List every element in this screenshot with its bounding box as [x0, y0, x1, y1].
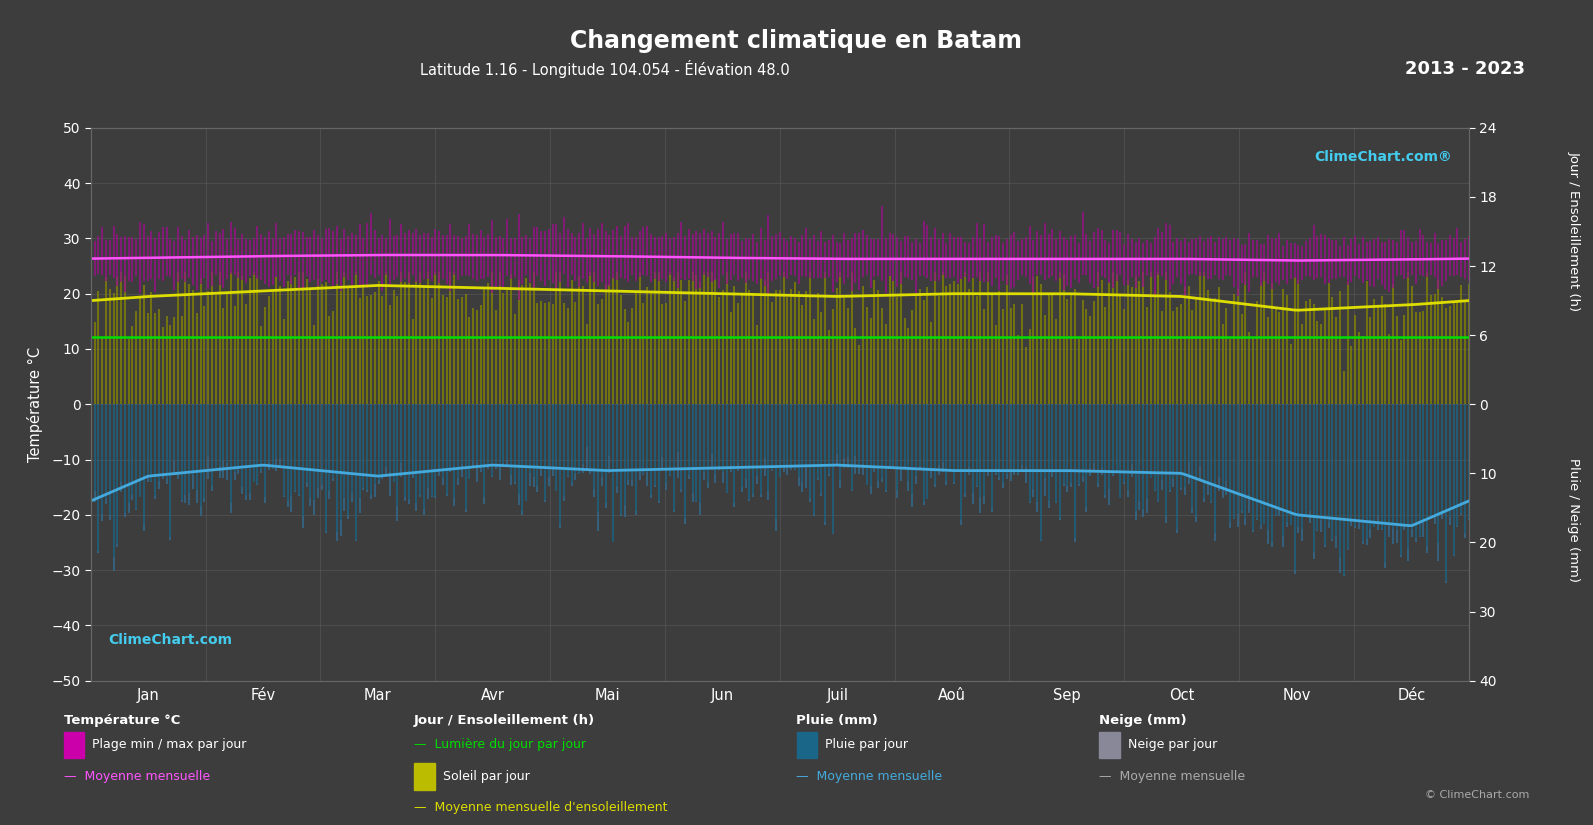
Text: —  Lumière du jour par jour: — Lumière du jour par jour	[414, 738, 586, 752]
Text: 2013 - 2023: 2013 - 2023	[1405, 60, 1525, 78]
Text: ClimeChart.com®: ClimeChart.com®	[1314, 150, 1451, 164]
Text: Neige par jour: Neige par jour	[1128, 738, 1217, 752]
Text: Jour / Ensoleillement (h): Jour / Ensoleillement (h)	[414, 714, 596, 727]
Text: Pluie / Neige (mm): Pluie / Neige (mm)	[1568, 458, 1580, 582]
Text: —  Moyenne mensuelle: — Moyenne mensuelle	[64, 770, 210, 783]
Y-axis label: Température °C: Température °C	[27, 346, 43, 462]
Text: Température °C: Température °C	[64, 714, 180, 727]
Text: Latitude 1.16 - Longitude 104.054 - Élévation 48.0: Latitude 1.16 - Longitude 104.054 - Élév…	[421, 60, 790, 78]
Text: Neige (mm): Neige (mm)	[1099, 714, 1187, 727]
Text: Changement climatique en Batam: Changement climatique en Batam	[570, 29, 1023, 53]
Text: Jour / Ensoleillement (h): Jour / Ensoleillement (h)	[1568, 151, 1580, 311]
Text: Pluie (mm): Pluie (mm)	[796, 714, 878, 727]
Text: © ClimeChart.com: © ClimeChart.com	[1424, 790, 1529, 800]
Text: Pluie par jour: Pluie par jour	[825, 738, 908, 752]
Text: —  Moyenne mensuelle d'ensoleillement: — Moyenne mensuelle d'ensoleillement	[414, 801, 667, 814]
Text: Plage min / max par jour: Plage min / max par jour	[92, 738, 247, 752]
Text: ClimeChart.com: ClimeChart.com	[108, 634, 233, 648]
Text: —  Moyenne mensuelle: — Moyenne mensuelle	[1099, 770, 1246, 783]
Text: —  Moyenne mensuelle: — Moyenne mensuelle	[796, 770, 943, 783]
Text: Soleil par jour: Soleil par jour	[443, 770, 529, 783]
